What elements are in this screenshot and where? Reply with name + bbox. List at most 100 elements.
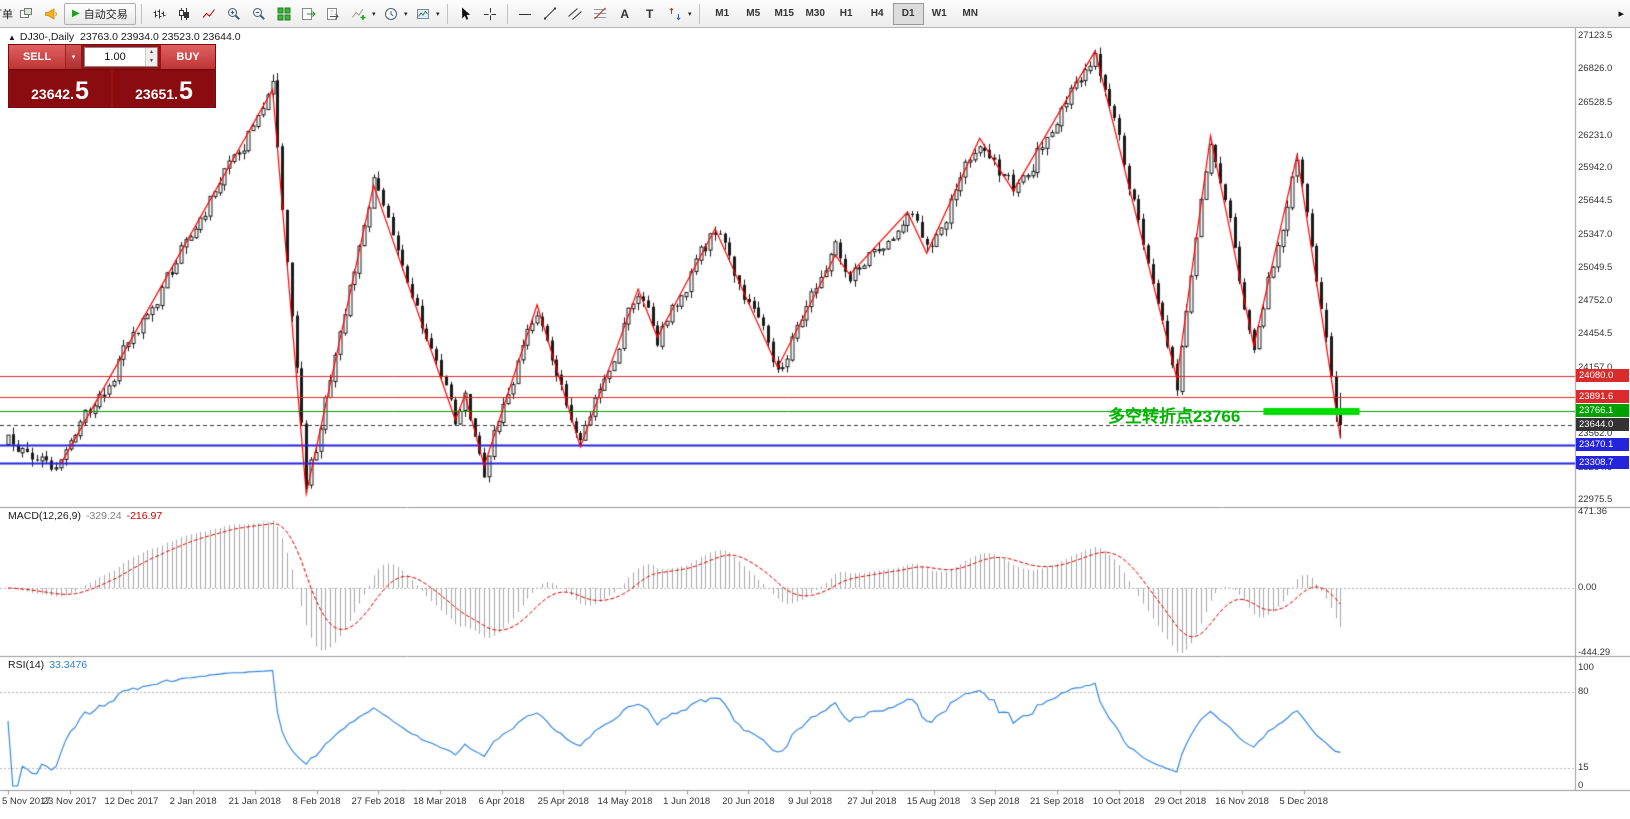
price-chart-canvas[interactable] (0, 28, 1630, 819)
date-axis-label: 2 Jan 2018 (169, 796, 217, 807)
channel-tool-icon[interactable] (563, 3, 587, 25)
rsi-label: RSI(14) 33.3476 (8, 659, 87, 671)
volume-increase-button[interactable]: ▲ (146, 48, 157, 57)
buy-price[interactable]: 23651. 5 (111, 70, 215, 107)
chart-ohlc-label: ▲ DJ30-,Daily 23763.0 23934.0 23523.0 236… (8, 31, 241, 43)
tile-windows-icon[interactable] (272, 3, 296, 25)
rsi-axis-label: 100 (1578, 662, 1594, 673)
horizontal-line-tool-icon[interactable] (513, 3, 537, 25)
crosshair-icon[interactable] (478, 3, 502, 25)
date-axis-label: 18 Mar 2018 (413, 796, 467, 807)
buy-button[interactable]: BUY (161, 45, 215, 69)
price-line-badge: 23470.1 (1576, 437, 1629, 451)
date-axis-label: 27 Jul 2018 (847, 796, 897, 807)
macd-axis-label: 471.36 (1578, 506, 1608, 517)
chevron-down-icon[interactable]: ▾ (403, 10, 408, 18)
macd-main-value: -329.24 (85, 510, 122, 522)
volume-box: ▲ ▼ (84, 47, 158, 67)
sell-button[interactable]: SELL (9, 45, 65, 69)
tf-w1-button[interactable]: W1 (931, 8, 947, 19)
price-line-badge: 23644.0 (1576, 418, 1629, 432)
rsi-value: 33.3476 (49, 659, 88, 671)
date-axis-label: 21 Sep 2018 (1029, 796, 1084, 807)
macd-axis-label: 0.00 (1578, 582, 1597, 593)
date-axis-label: 15 Aug 2018 (906, 796, 961, 807)
tf-h1-button[interactable]: H1 (839, 8, 853, 19)
periods-clock-icon[interactable] (379, 3, 403, 25)
chart-window-icon[interactable] (14, 3, 38, 25)
rsi-name: RSI(14) (8, 659, 45, 671)
orders-label[interactable]: 订单 (0, 8, 13, 21)
bar-chart-icon[interactable] (147, 3, 171, 25)
date-axis-label: 12 Dec 2017 (104, 796, 159, 807)
price-axis-label: 25644.5 (1578, 195, 1613, 207)
date-axis-label: 25 Apr 2018 (537, 796, 589, 807)
rsi-axis-label: 0 (1578, 780, 1584, 791)
symbol-period-label: DJ30-,Daily (19, 31, 75, 43)
macd-signal-value: -216.97 (126, 510, 163, 522)
macd-axis-label: -444.29 (1578, 647, 1611, 658)
toolbar-separator (446, 3, 448, 24)
megaphone-icon[interactable] (39, 3, 63, 25)
date-axis-label: 16 Nov 2018 (1215, 796, 1269, 807)
rsi-axis-label: 80 (1578, 685, 1589, 697)
price-axis-label: 22975.5 (1578, 493, 1613, 505)
templates-icon[interactable] (411, 3, 435, 25)
date-axis-label: 8 Feb 2018 (292, 796, 341, 807)
price-axis-label: 24752.0 (1578, 295, 1613, 307)
price-line-badge: 23766.1 (1576, 404, 1629, 418)
volume-decrease-button[interactable]: ▼ (146, 57, 157, 66)
timeframe-toolbar: M1 M5 M15 M30 H1 H4 D1 W1 MN (707, 2, 986, 25)
date-axis-label: 27 Feb 2018 (351, 796, 405, 807)
price-axis-label: 25347.0 (1578, 228, 1613, 240)
date-axis-label: 9 Jul 2018 (788, 796, 833, 807)
tf-m1-button[interactable]: M1 (715, 8, 730, 19)
tf-h4-button[interactable]: H4 (870, 8, 884, 19)
toolbar-separator (506, 3, 508, 24)
chart-region: ▲ DJ30-,Daily 23763.0 23934.0 23523.0 236… (0, 28, 1630, 819)
symbol-marker-icon: ▲ (8, 33, 16, 42)
chevron-down-icon[interactable]: ▾ (371, 10, 376, 18)
date-axis-label: 6 Apr 2018 (478, 796, 525, 807)
cursor-icon[interactable] (453, 3, 477, 25)
zoom-in-icon[interactable] (222, 3, 246, 25)
toolbar-separator (140, 3, 142, 24)
trendline-tool-icon[interactable] (538, 3, 562, 25)
autotrading-button[interactable]: ▶ 自动交易 (64, 2, 136, 25)
fibonacci-tool-icon[interactable] (588, 3, 612, 25)
text-tool-icon[interactable]: A (620, 6, 630, 21)
candlestick-chart-icon[interactable] (172, 3, 196, 25)
price-axis-label: 26826.0 (1578, 63, 1613, 75)
turning-point-annotation[interactable]: 多空转折点23766 (1108, 407, 1241, 426)
price-axis-label: 26528.5 (1578, 96, 1613, 108)
date-axis-label: 23 Nov 2017 (42, 796, 97, 807)
label-tool-icon[interactable]: T (646, 6, 654, 21)
indicators-add-icon[interactable] (347, 3, 371, 25)
tf-m30-button[interactable]: M30 (805, 8, 825, 19)
volume-stepper: ▲ ▼ (145, 48, 157, 66)
price-axis-label: 25942.0 (1578, 162, 1613, 174)
volume-input[interactable] (85, 48, 145, 66)
toolbar-overflow-icon[interactable]: ▸ (1618, 8, 1624, 20)
date-axis-label: 10 Oct 2018 (1092, 796, 1145, 807)
price-axis-label: 26231.0 (1578, 129, 1613, 141)
chevron-down-icon[interactable]: ▾ (687, 10, 692, 18)
tf-m15-button[interactable]: M15 (774, 8, 794, 19)
arrows-tool-icon[interactable] (663, 3, 687, 25)
tf-m5-button[interactable]: M5 (746, 8, 761, 19)
tf-mn-button[interactable]: MN (962, 8, 978, 19)
trade-options-dropdown[interactable]: ▾ (65, 45, 81, 69)
auto-scroll-icon[interactable] (297, 3, 321, 25)
price-line-badge: 24080.0 (1576, 369, 1629, 383)
price-axis-label: 23562.0 (1578, 428, 1613, 440)
price-axis-label: 24157.0 (1578, 361, 1613, 373)
date-axis-label: 29 Oct 2018 (1154, 796, 1207, 807)
tf-d1-button[interactable]: D1 (892, 2, 924, 25)
top-toolbar: 订单 ▶ 自动交易 ▾ ▾ ▾ (0, 0, 1630, 28)
chevron-down-icon[interactable]: ▾ (435, 10, 440, 18)
chart-shift-icon[interactable] (322, 3, 346, 25)
zoom-out-icon[interactable] (247, 3, 271, 25)
rsi-axis-label: 15 (1578, 762, 1589, 774)
line-chart-icon[interactable] (197, 3, 221, 25)
sell-price[interactable]: 23642. 5 (31, 77, 89, 105)
